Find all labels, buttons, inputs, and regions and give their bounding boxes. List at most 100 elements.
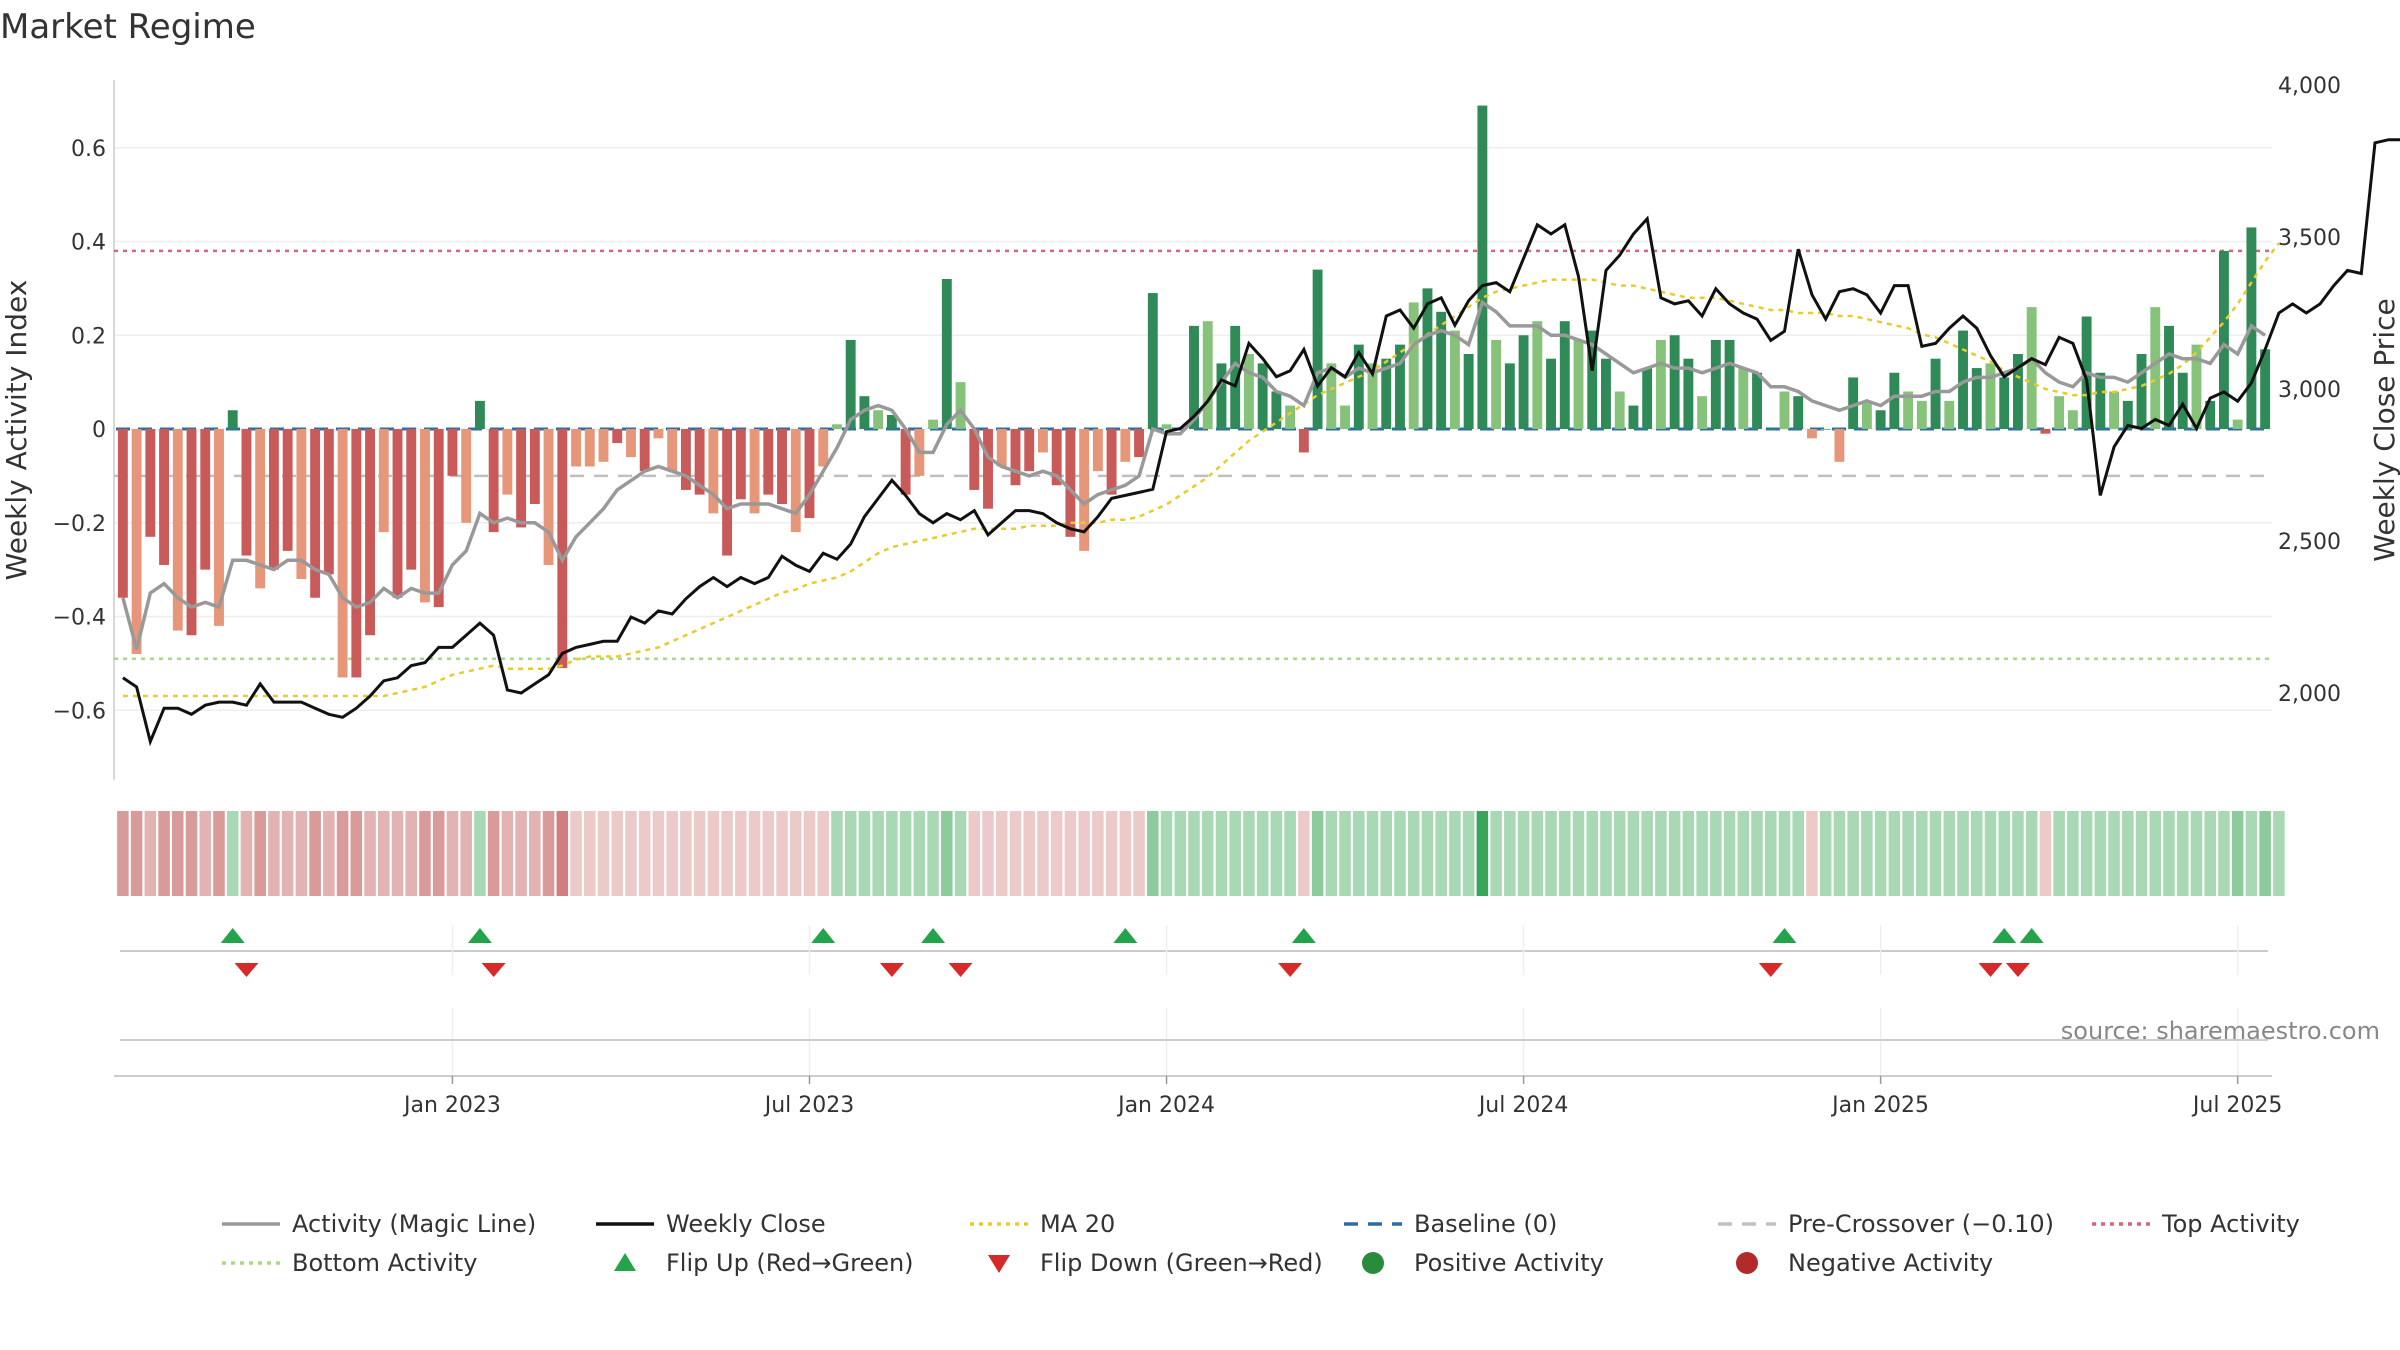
regime-cell (1215, 811, 1228, 896)
activity-bar (1546, 358, 1556, 429)
activity-bar (1820, 429, 1831, 430)
activity-bar (1340, 405, 1351, 429)
activity-bar (804, 429, 815, 519)
regime-cell (2273, 811, 2285, 896)
legend-entry: Flip Up (Red→Green) (614, 1249, 914, 1277)
regime-cell (474, 811, 486, 896)
regime-cell (872, 811, 884, 896)
activity-bar (1298, 429, 1309, 453)
activity-bar (1216, 363, 1227, 429)
regime-cell (226, 811, 239, 896)
activity-bar (1257, 363, 1268, 429)
regime-cell (1229, 811, 1241, 896)
activity-bar (1752, 372, 1762, 429)
regime-cell (721, 811, 733, 896)
series-lines (121, 138, 2400, 747)
regime-cell (1916, 811, 1928, 896)
regime-cell (1572, 811, 1585, 896)
activity-bar (983, 429, 993, 509)
regime-cell (570, 811, 582, 896)
regime-cell (1586, 811, 1599, 896)
ma20-line (122, 242, 2280, 698)
activity-bar (1504, 363, 1515, 429)
regime-cell (295, 811, 308, 896)
activity-bar (1037, 429, 1048, 453)
activity-bar (529, 429, 540, 504)
activity-bar (557, 429, 568, 669)
x-tick-label: Jan 2025 (1830, 1093, 1929, 1118)
activity-bar (626, 429, 636, 458)
regime-cell (2259, 811, 2271, 896)
activity-bar (1106, 429, 1117, 495)
legend-label: Baseline (0) (1414, 1210, 1557, 1238)
magic-line (121, 299, 2267, 650)
activity-bar (1395, 344, 1405, 429)
legend-entry: MA 20 (970, 1210, 1115, 1238)
regime-cell (1490, 811, 1502, 896)
activity-bar (241, 429, 252, 556)
regime-cell (1792, 811, 1804, 896)
regime-cell (776, 811, 788, 896)
activity-bar (2164, 325, 2174, 429)
y2-tick-label: 4,000 (2278, 74, 2341, 99)
activity-bar (1422, 288, 1433, 429)
regime-cell (2012, 811, 2024, 896)
activity-bar (680, 429, 691, 490)
activity-bar (1243, 354, 1254, 429)
right-axis-ticks: 2,000 2,500 3,000 3,500 4,000 (2278, 74, 2341, 707)
regime-cell (1943, 811, 1956, 896)
regime-cell (2176, 811, 2189, 896)
regime-cell (556, 811, 569, 896)
regime-cell (1819, 811, 1832, 896)
activity-bar (1559, 321, 1570, 429)
regime-cell (899, 811, 912, 896)
regime-cell (2094, 811, 2107, 896)
y-tick-label: 0.2 (71, 324, 106, 349)
regime-cell (1696, 811, 1708, 896)
regime-cell (2245, 811, 2258, 896)
activity-bar (928, 419, 939, 429)
activity-bar (461, 429, 472, 523)
activity-bar (2260, 349, 2271, 429)
activity-bar (1202, 321, 1213, 429)
flip-up-marker (1772, 928, 1797, 943)
regime-cell (625, 811, 637, 896)
activity-bar (1285, 405, 1296, 429)
regime-cell (1380, 811, 1393, 896)
x-axis-ticks: Jan 2023 Jul 2023 Jan 2024 Jul 2024 Jan 2025… (402, 1076, 2282, 1118)
activity-bar (1930, 358, 1941, 429)
activity-bar (1326, 363, 1337, 429)
legend-entry: Activity (Magic Line) (222, 1210, 536, 1238)
activity-bar (708, 429, 719, 514)
regime-cell (158, 811, 170, 896)
regime-cell (982, 811, 994, 896)
regime-cell (336, 811, 349, 896)
activity-bar (159, 429, 170, 565)
activity-bar (818, 429, 829, 467)
regime-cell (1600, 811, 1612, 896)
activity-bar (310, 429, 321, 598)
regime-cell (1504, 811, 1516, 896)
regime-cell (1833, 811, 1846, 896)
regime-cell (1023, 811, 1035, 896)
activity-bar (323, 429, 334, 575)
y-axis-label: Weekly Activity Index (0, 280, 33, 581)
regime-cell (652, 811, 665, 896)
activity-bar (584, 429, 595, 467)
regime-cell (1613, 811, 1626, 896)
regime-cell (1627, 811, 1640, 896)
regime-cell (2053, 811, 2065, 896)
activity-bar (2177, 372, 2188, 429)
activity-bar (200, 429, 211, 570)
legend-label: Activity (Magic Line) (292, 1210, 536, 1238)
activity-bar (694, 429, 705, 495)
regime-cell (1339, 811, 1351, 896)
flip-up-marker (1291, 928, 1316, 943)
activity-bar (1738, 368, 1749, 429)
activity-bar (117, 429, 128, 598)
flip-down-marker (2005, 963, 2030, 977)
regime-cell (1256, 811, 1269, 896)
regime-cell (1174, 811, 1187, 896)
activity-bar (186, 429, 197, 636)
activity-bar (969, 429, 980, 490)
